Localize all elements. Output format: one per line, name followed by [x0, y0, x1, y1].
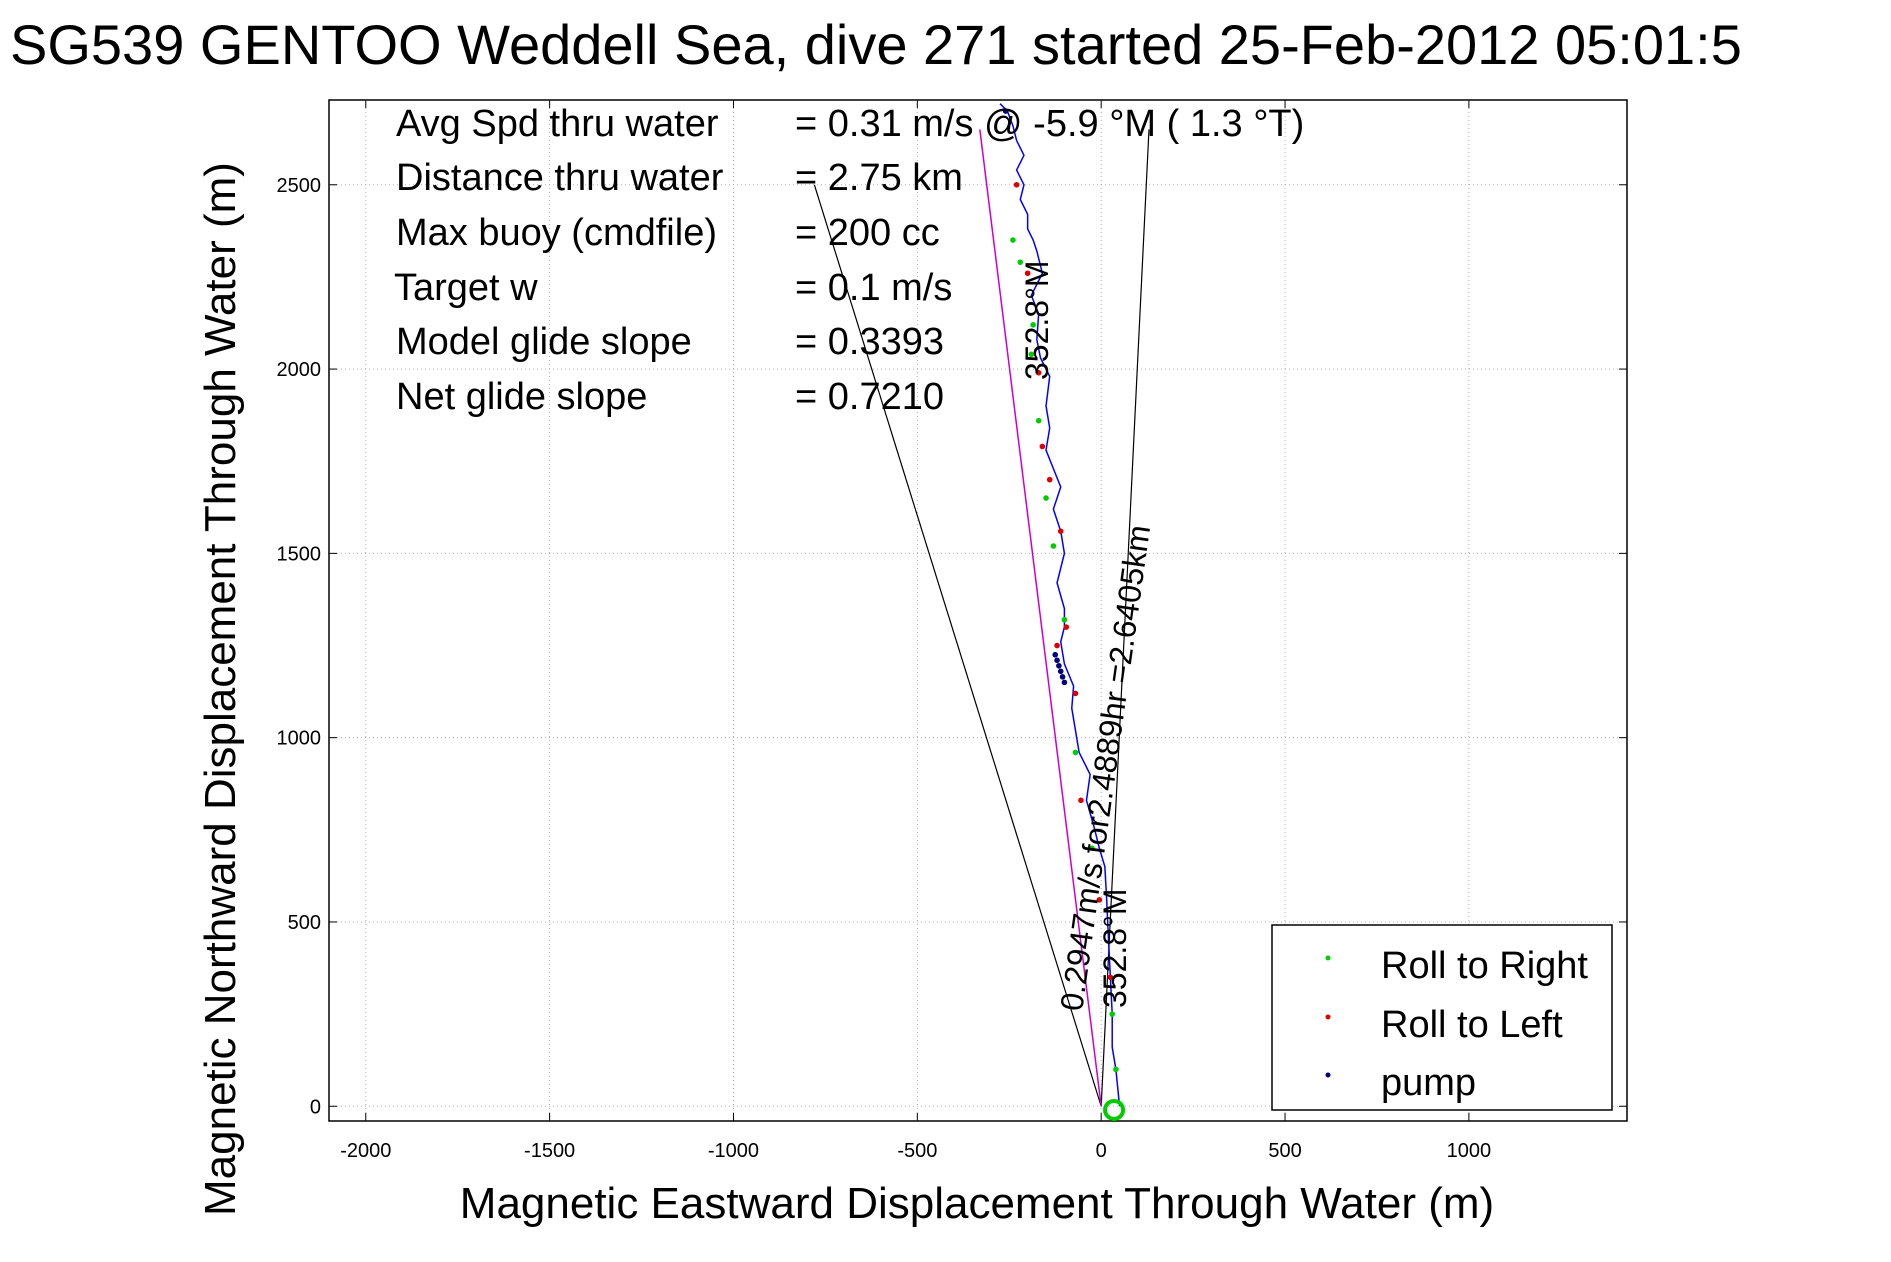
roll-right-marker — [1072, 749, 1079, 756]
surface-circle-marker — [1103, 1098, 1126, 1121]
roll-right-marker — [1010, 237, 1016, 243]
roll-right-marker — [1035, 417, 1042, 424]
legend: Roll to Right Roll to Left pump — [1271, 924, 1613, 1111]
x-tick-label: -500 — [897, 1140, 937, 1162]
dive-track-line — [999, 103, 1121, 1107]
roll-left-marker — [1063, 624, 1070, 630]
grid — [329, 100, 1627, 1121]
roll-left-marker — [1096, 897, 1103, 903]
x-tick-label: -1500 — [524, 1140, 575, 1162]
roll-left-marker — [1024, 270, 1031, 277]
info-block: Avg Spd thru water = 0.31 m/s @ -5.9 °M … — [394, 103, 1304, 418]
x-tick-label: 500 — [1268, 1140, 1301, 1162]
x-tick-label: -1000 — [708, 1140, 759, 1162]
chart-title: SG539 GENTOO Weddell Sea, dive 271 start… — [10, 13, 1742, 76]
roll-left-marker — [1057, 528, 1064, 535]
roll-right-marker — [1113, 1066, 1119, 1073]
info-label-net-glide: Net glide slope — [396, 376, 647, 418]
info-value-avg-spd: = 0.31 m/s @ -5.9 °M ( 1.3 °T) — [795, 103, 1304, 145]
heading-line — [979, 129, 1102, 1107]
x-axis-label: Magnetic Eastward Displacement Through W… — [460, 1179, 1494, 1228]
x-tick-label: -2000 — [340, 1140, 391, 1162]
pump-marker — [1002, 108, 1009, 114]
roll-left-marker — [1054, 642, 1060, 649]
roll-right-marker — [1089, 845, 1095, 852]
y-tick-labels: 0 500 1000 1500 2000 2500 — [277, 175, 1627, 1118]
legend-label-pump: pump — [1381, 1062, 1476, 1104]
y-tick-label: 2500 — [277, 175, 322, 197]
roll-left-marker — [1072, 690, 1079, 697]
heading-annotation-bottom: 352.8°M — [1097, 888, 1133, 1008]
pump-marker — [1061, 679, 1068, 686]
pump-marker — [1052, 651, 1059, 658]
y-tick-label: 2000 — [277, 359, 322, 381]
roll-left-marker — [1046, 476, 1053, 483]
x-tick-label: 0 — [1096, 1140, 1107, 1162]
roll-left-marker — [1107, 974, 1114, 981]
legend-marker-roll-right — [1325, 955, 1331, 961]
y-tick-label: 1000 — [277, 728, 322, 750]
info-label-model-glide: Model glide slope — [396, 321, 692, 363]
info-value-model-glide: = 0.3393 — [795, 321, 944, 363]
pump-marker — [1056, 662, 1062, 669]
info-label-target-w: Target w — [394, 267, 538, 309]
roll-right-marker — [1017, 259, 1024, 265]
heading-annotation-top: 352.8°M — [1019, 260, 1055, 380]
roll-right-marker — [1109, 1011, 1116, 1017]
info-label-avg-spd: Avg Spd thru water — [396, 103, 719, 145]
roll-left-marker — [1078, 797, 1084, 804]
y-axis-label: Magnetic Northward Displacement Through … — [196, 162, 245, 1216]
wedge-line — [813, 184, 1102, 1107]
roll-left-marker — [1039, 443, 1046, 450]
roll-right-marker — [1043, 495, 1049, 501]
x-tick-labels: -2000 -1500 -1000 -500 0 500 1000 — [340, 100, 1491, 1162]
info-value-target-w: = 0.1 m/s — [795, 267, 952, 309]
pump-marker — [1057, 668, 1064, 675]
roll-left-marker — [1013, 181, 1020, 188]
info-value-max-buoy: = 200 cc — [795, 212, 940, 254]
legend-label-roll-left: Roll to Left — [1381, 1004, 1563, 1046]
y-tick-label: 1500 — [277, 543, 322, 565]
info-label-distance: Distance thru water — [396, 157, 724, 199]
info-value-distance: = 2.75 km — [795, 157, 963, 199]
pump-marker — [1059, 674, 1066, 680]
legend-marker-pump — [1325, 1072, 1331, 1078]
y-tick-label: 500 — [288, 912, 321, 934]
pump-marker — [1054, 657, 1060, 664]
y-tick-label: 0 — [310, 1096, 321, 1118]
roll-right-marker — [1030, 322, 1036, 328]
legend-marker-roll-left — [1325, 1014, 1331, 1020]
legend-label-roll-right: Roll to Right — [1381, 945, 1588, 987]
roll-right-marker — [1028, 351, 1035, 358]
track-markers — [1002, 108, 1126, 1121]
info-label-max-buoy: Max buoy (cmdfile) — [396, 212, 717, 254]
roll-right-marker — [1061, 616, 1068, 623]
roll-left-marker — [1035, 369, 1042, 376]
info-value-net-glide: = 0.7210 — [795, 376, 944, 418]
x-tick-label: 1000 — [1447, 1140, 1492, 1162]
roll-right-marker — [1050, 543, 1057, 549]
